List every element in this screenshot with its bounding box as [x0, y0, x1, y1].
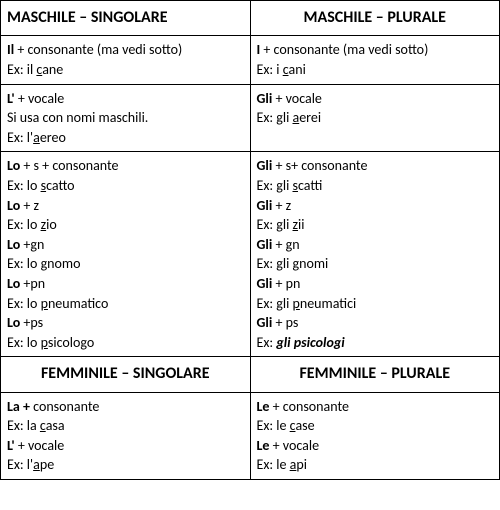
ex-post: io — [46, 216, 57, 233]
ex-post: ereo — [40, 129, 66, 146]
ex-pre: Ex: le — [257, 417, 290, 434]
ex-post: neumatici — [300, 295, 356, 312]
article: Gli — [257, 197, 273, 214]
ex-post: ani — [289, 61, 306, 78]
rule: + pn — [272, 275, 300, 292]
ex-post: erei — [299, 109, 321, 126]
ex-u: p — [293, 295, 300, 312]
cell-ms-l-apostrophe: L' + vocale Si usa con nomi maschili. Ex… — [1, 84, 251, 152]
ex-u: a — [33, 456, 40, 473]
ex-pre: Ex: gli — [257, 109, 293, 126]
ex-pre: Ex: lo — [7, 295, 41, 312]
ex-label: Ex: — [257, 334, 277, 351]
ex-post: nomo — [47, 255, 80, 272]
article: Lo — [7, 236, 20, 253]
rule: + ps — [272, 314, 298, 331]
rule: + vocale — [15, 90, 65, 107]
article: Lo — [7, 275, 20, 292]
ex-bold-italic: gli psicologi — [276, 334, 344, 351]
ex-pre: Ex: l' — [7, 129, 33, 146]
article: Gli — [257, 314, 273, 331]
cell-mp-i: I + consonante (ma vedi sotto) Ex: i can… — [250, 36, 500, 84]
ex-post: pi — [296, 456, 307, 473]
header-femminile-singolare: FEMMINILE – SINGOLARE — [1, 357, 251, 392]
article: Gli — [257, 157, 273, 174]
ex-pre: Ex: gli — [257, 216, 293, 233]
article: Lo — [7, 197, 20, 214]
article: Le — [257, 398, 270, 415]
ex-u: p — [41, 295, 48, 312]
article: Gli — [257, 275, 273, 292]
ex-post: pe — [40, 456, 54, 473]
ex-pre: Ex: lo — [7, 177, 41, 194]
ex-pre: Ex: lo — [7, 216, 41, 233]
ex-u: p — [41, 334, 48, 351]
cell-mp-gli: Gli + s+ consonante Ex: gli scatti Gli +… — [250, 152, 500, 357]
ex-post: catto — [46, 177, 75, 194]
ex-pre: Ex: il — [7, 61, 36, 78]
ex-post: nomi — [299, 255, 328, 272]
ex-post: ii — [298, 216, 304, 233]
rule: + vocale — [272, 90, 322, 107]
article: Le — [257, 437, 270, 454]
rule: + gn — [272, 236, 299, 253]
note: Si usa con nomi maschili. — [7, 108, 244, 128]
rule: +ps — [20, 314, 43, 331]
rule: +gn — [20, 236, 44, 253]
rule: + z — [20, 197, 39, 214]
rule: consonante — [30, 398, 99, 415]
article: Gli — [257, 236, 273, 253]
ex-pre: Ex: la — [7, 417, 40, 434]
grammar-table-wrapper: MASCHILE – SINGOLARE MASCHILE – PLURALE … — [0, 0, 500, 480]
ex-post: neumatico — [48, 295, 108, 312]
ex-pre: Ex: i — [257, 61, 283, 78]
cell-ms-il: Il + consonante (ma vedi sotto) Ex: il c… — [1, 36, 251, 84]
rule: + z — [272, 197, 291, 214]
rule: + s+ consonante — [272, 157, 367, 174]
ex-pre: Ex: lo — [7, 255, 41, 272]
ex-pre: Ex: gli — [257, 177, 293, 194]
ex-post: sicologo — [48, 334, 94, 351]
article: Lo — [7, 157, 20, 174]
rule: + vocale — [269, 437, 319, 454]
rule: +pn — [20, 275, 45, 292]
ex-u: a — [33, 129, 40, 146]
header-maschile-singolare: MASCHILE – SINGOLARE — [1, 1, 251, 36]
rule: + vocale — [15, 437, 65, 454]
grammar-table: MASCHILE – SINGOLARE MASCHILE – PLURALE … — [0, 0, 500, 480]
rule: + consonante — [269, 398, 349, 415]
article: L' — [7, 437, 15, 454]
ex-pre: Ex: lo — [7, 334, 41, 351]
ex-post: catti — [298, 177, 322, 194]
header-maschile-plurale: MASCHILE – PLURALE — [250, 1, 500, 36]
cell-mp-gli-vocale: Gli + vocale Ex: gli aerei — [250, 84, 500, 152]
ex-pre: Ex: l' — [7, 456, 33, 473]
article: La + — [7, 398, 30, 415]
rule: + consonante (ma vedi sotto) — [14, 41, 182, 58]
cell-ms-lo: Lo + s + consonante Ex: lo scatto Lo + z… — [1, 152, 251, 357]
article: Lo — [7, 314, 20, 331]
article: Gli — [257, 90, 273, 107]
rule: + s + consonante — [20, 157, 118, 174]
ex-pre: Ex: gli — [257, 295, 293, 312]
ex-post: ase — [295, 417, 314, 434]
cell-fs: La + consonante Ex: la casa L' + vocale … — [1, 392, 251, 479]
article: L' — [7, 90, 15, 107]
rule: + consonante (ma vedi sotto) — [260, 41, 428, 58]
ex-pre: Ex: gli — [257, 255, 293, 272]
header-femminile-plurale: FEMMINILE – PLURALE — [250, 357, 500, 392]
cell-fp: Le + consonante Ex: le case Le + vocale … — [250, 392, 500, 479]
ex-post: asa — [46, 417, 65, 434]
ex-pre: Ex: le — [257, 456, 290, 473]
ex-post: ane — [42, 61, 63, 78]
